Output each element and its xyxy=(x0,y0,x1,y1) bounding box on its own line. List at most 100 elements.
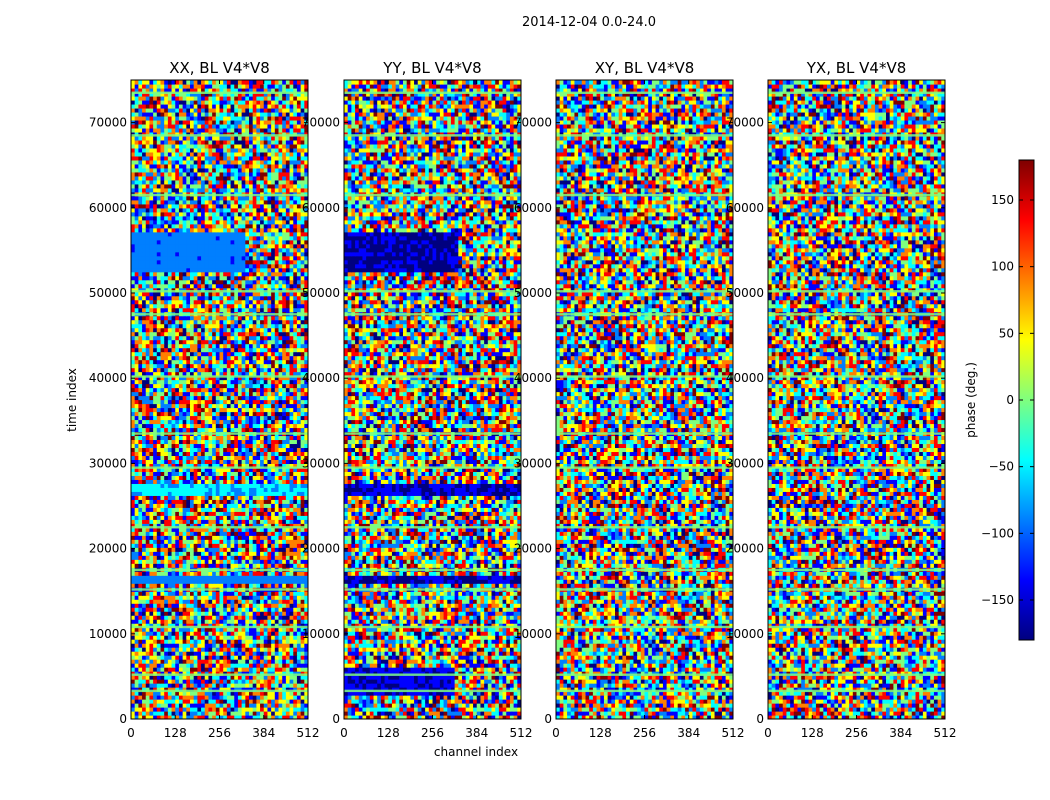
figure-suptitle: 2014-12-04 0.0-24.0 xyxy=(522,15,656,30)
flag-streak xyxy=(768,689,945,693)
y-tick-label: 30000 xyxy=(302,456,340,470)
y-tick-label: 0 xyxy=(119,712,127,726)
y-tick-label: 10000 xyxy=(726,627,764,641)
y-tick-label: 50000 xyxy=(514,286,552,300)
x-tick-label: 384 xyxy=(889,726,912,740)
colorbar-tick-label: −100 xyxy=(981,526,1014,540)
heatmap-image xyxy=(768,80,945,719)
flag-streak xyxy=(556,193,733,197)
colorbar: 150 100 50 0 −50 −100 −150 xyxy=(981,159,1035,641)
y-tick-label: 60000 xyxy=(726,201,764,215)
panel-2: YY, BL V4*V8 0 128 256 384 512 0 10000 20000 3000… xyxy=(302,59,533,740)
flag-streak xyxy=(556,526,733,529)
x-tick-label: 0 xyxy=(552,726,560,740)
heatmap-image xyxy=(344,80,521,719)
colorbar-tick-label: 100 xyxy=(991,260,1014,274)
flag-streak xyxy=(768,673,945,676)
x-tick-label: 256 xyxy=(421,726,444,740)
flag-streak xyxy=(768,588,945,591)
colorbar-tick-label: −150 xyxy=(981,593,1014,607)
flag-streak xyxy=(768,290,945,293)
y-axis-label: time index xyxy=(65,368,79,432)
flag-streak xyxy=(344,466,521,469)
y-tick-label: 0 xyxy=(756,712,764,726)
x-tick-label: 512 xyxy=(722,726,745,740)
flag-streak xyxy=(768,625,945,629)
flag-streak xyxy=(768,526,945,529)
flag-streak xyxy=(344,134,521,137)
y-tick-label: 30000 xyxy=(726,456,764,470)
flag-streak xyxy=(768,193,945,197)
x-tick-label: 128 xyxy=(589,726,612,740)
panel-title: XX, BL V4*V8 xyxy=(169,59,270,77)
flag-streak xyxy=(768,466,945,469)
flag-streak xyxy=(768,375,945,378)
flag-streak xyxy=(131,375,308,378)
y-tick-label: 30000 xyxy=(89,456,127,470)
flag-streak xyxy=(131,313,308,316)
y-tick-label: 40000 xyxy=(302,371,340,385)
heatmap-image xyxy=(556,80,733,719)
x-tick-label: 0 xyxy=(764,726,772,740)
flag-streak xyxy=(556,466,733,469)
y-tick-label: 20000 xyxy=(726,542,764,556)
flag-streak xyxy=(344,625,521,629)
x-tick-label: 512 xyxy=(297,726,320,740)
flag-streak xyxy=(344,193,521,197)
x-tick-label: 128 xyxy=(801,726,824,740)
flag-streak xyxy=(344,526,521,529)
y-tick-label: 30000 xyxy=(514,456,552,470)
flag-streak xyxy=(556,568,733,572)
flag-streak xyxy=(131,290,308,293)
x-tick-label: 256 xyxy=(208,726,231,740)
flag-streak xyxy=(768,432,945,435)
y-tick-label: 60000 xyxy=(302,201,340,215)
flag-streak xyxy=(131,432,308,435)
x-tick-label: 384 xyxy=(677,726,700,740)
y-tick-label: 20000 xyxy=(89,542,127,556)
flag-streak xyxy=(556,91,733,94)
flag-streak xyxy=(344,689,521,693)
colorbar-tick-label: 150 xyxy=(991,193,1014,207)
panels-group: XX, BL V4*V8 0 128 256 384 512 0 10000 20000 3000… xyxy=(89,59,957,740)
flag-streak xyxy=(556,290,733,293)
x-tick-label: 128 xyxy=(164,726,187,740)
flag-streak xyxy=(556,673,733,676)
flag-streak xyxy=(344,588,521,591)
flag-streak xyxy=(556,134,733,137)
y-tick-label: 50000 xyxy=(302,286,340,300)
x-tick-label: 256 xyxy=(845,726,868,740)
y-tick-label: 40000 xyxy=(726,371,764,385)
flag-streak xyxy=(556,588,733,591)
y-tick-label: 10000 xyxy=(89,627,127,641)
colorbar-tick-label: 0 xyxy=(1006,393,1014,407)
flag-streak xyxy=(131,134,308,137)
flag-streak xyxy=(131,625,308,629)
flag-streak xyxy=(344,375,521,378)
x-axis-label: channel index xyxy=(434,745,518,759)
y-tick-label: 0 xyxy=(544,712,552,726)
flag-streak xyxy=(131,91,308,94)
flag-streak xyxy=(344,91,521,94)
flag-streak xyxy=(344,673,521,676)
y-tick-label: 40000 xyxy=(514,371,552,385)
flag-streak xyxy=(556,375,733,378)
panel-title: YX, BL V4*V8 xyxy=(806,59,907,77)
x-tick-label: 0 xyxy=(127,726,135,740)
x-tick-label: 0 xyxy=(340,726,348,740)
flag-streak xyxy=(344,290,521,293)
flag-streak xyxy=(768,313,945,316)
panel-3: XY, BL V4*V8 0 128 256 384 512 0 10000 20000 3000… xyxy=(514,59,745,740)
y-tick-label: 50000 xyxy=(726,286,764,300)
y-tick-label: 70000 xyxy=(726,116,764,130)
flag-streak xyxy=(556,432,733,435)
flag-streak xyxy=(344,313,521,316)
y-tick-label: 0 xyxy=(332,712,340,726)
panel-1: XX, BL V4*V8 0 128 256 384 512 0 10000 20000 3000… xyxy=(89,59,320,740)
y-tick-label: 10000 xyxy=(302,627,340,641)
x-tick-label: 384 xyxy=(252,726,275,740)
panel-title: YY, BL V4*V8 xyxy=(382,59,481,77)
flag-streak xyxy=(131,193,308,197)
x-tick-label: 128 xyxy=(377,726,400,740)
